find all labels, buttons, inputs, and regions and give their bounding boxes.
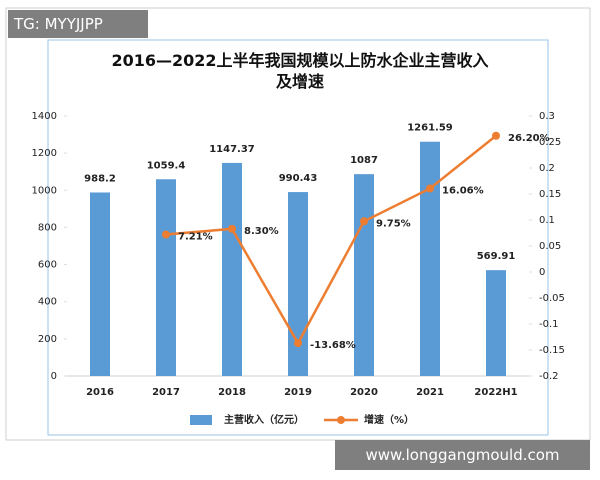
line-point <box>228 224 236 233</box>
bar-label: 990.43 <box>279 173 318 184</box>
bar-label: 569.91 <box>477 251 516 262</box>
x-tick-label: 2018 <box>218 387 246 398</box>
bar <box>90 192 110 376</box>
line-point <box>294 339 302 348</box>
x-tick-label: 2017 <box>152 387 180 398</box>
x-tick-label: 2019 <box>284 387 312 398</box>
legend-swatch <box>337 416 345 424</box>
y-tick-label: 600 <box>38 260 57 271</box>
y2-tick-label: 0.1 <box>539 215 555 226</box>
watermark: www.longgangmould.com <box>335 440 590 470</box>
line-point <box>492 131 500 140</box>
y2-tick-label: -0.2 <box>539 371 559 382</box>
bar <box>156 179 176 376</box>
x-tick-label: 2020 <box>350 387 378 398</box>
y2-tick-label: 0.3 <box>539 111 555 122</box>
y2-tick-label: 0 <box>539 267 545 278</box>
y2-tick-label: -0.05 <box>539 293 565 304</box>
line-label: -13.68% <box>310 340 356 351</box>
y2-tick-label: -0.15 <box>539 345 565 356</box>
bar <box>486 270 506 376</box>
y2-tick-label: -0.1 <box>539 319 559 330</box>
watermark: TG: MYYJJPP <box>8 10 148 38</box>
y2-tick-label: 0.2 <box>539 163 555 174</box>
legend-swatch <box>190 415 212 425</box>
line-point <box>162 230 170 239</box>
bar-label: 1147.37 <box>209 144 255 155</box>
chart-title: 2016—2022上半年我国规模以上防水企业主营收入及增速 <box>111 51 489 91</box>
y-tick-label: 200 <box>38 334 57 345</box>
line-label: 7.21% <box>178 232 213 243</box>
legend-label: 主营收入（亿元） <box>224 413 304 426</box>
bar-label: 1059.4 <box>147 160 186 171</box>
line-label: 26.20% <box>508 133 550 144</box>
x-tick-label: 2021 <box>416 387 444 398</box>
x-tick-label: 2022H1 <box>474 387 517 398</box>
y2-tick-label: 0.15 <box>539 189 561 200</box>
bar <box>354 174 374 376</box>
bar-label: 988.2 <box>84 173 116 184</box>
y-tick-label: 800 <box>38 222 57 233</box>
chart-border <box>47 39 549 436</box>
y-tick-label: 1200 <box>32 148 57 159</box>
line <box>165 134 497 346</box>
bar-label: 1261.59 <box>407 123 453 134</box>
y-tick-label: 0 <box>51 371 57 382</box>
y-tick-label: 1400 <box>32 111 57 122</box>
line-label: 16.06% <box>442 185 484 196</box>
bar-label: 1087 <box>350 155 378 166</box>
legend-label: 增速（%） <box>364 413 414 426</box>
y-tick-label: 1000 <box>32 185 57 196</box>
line-point <box>360 217 368 226</box>
bar <box>222 162 242 376</box>
y2-tick-label: 0.25 <box>539 137 561 148</box>
y2-tick-label: 0.05 <box>539 241 561 252</box>
x-tick-label: 2016 <box>86 387 114 398</box>
y-tick-label: 400 <box>38 297 57 308</box>
line-point <box>426 184 434 193</box>
line-label: 9.75% <box>376 218 411 229</box>
line-label: 8.30% <box>244 226 279 237</box>
bar <box>420 141 440 376</box>
bar <box>288 192 308 376</box>
